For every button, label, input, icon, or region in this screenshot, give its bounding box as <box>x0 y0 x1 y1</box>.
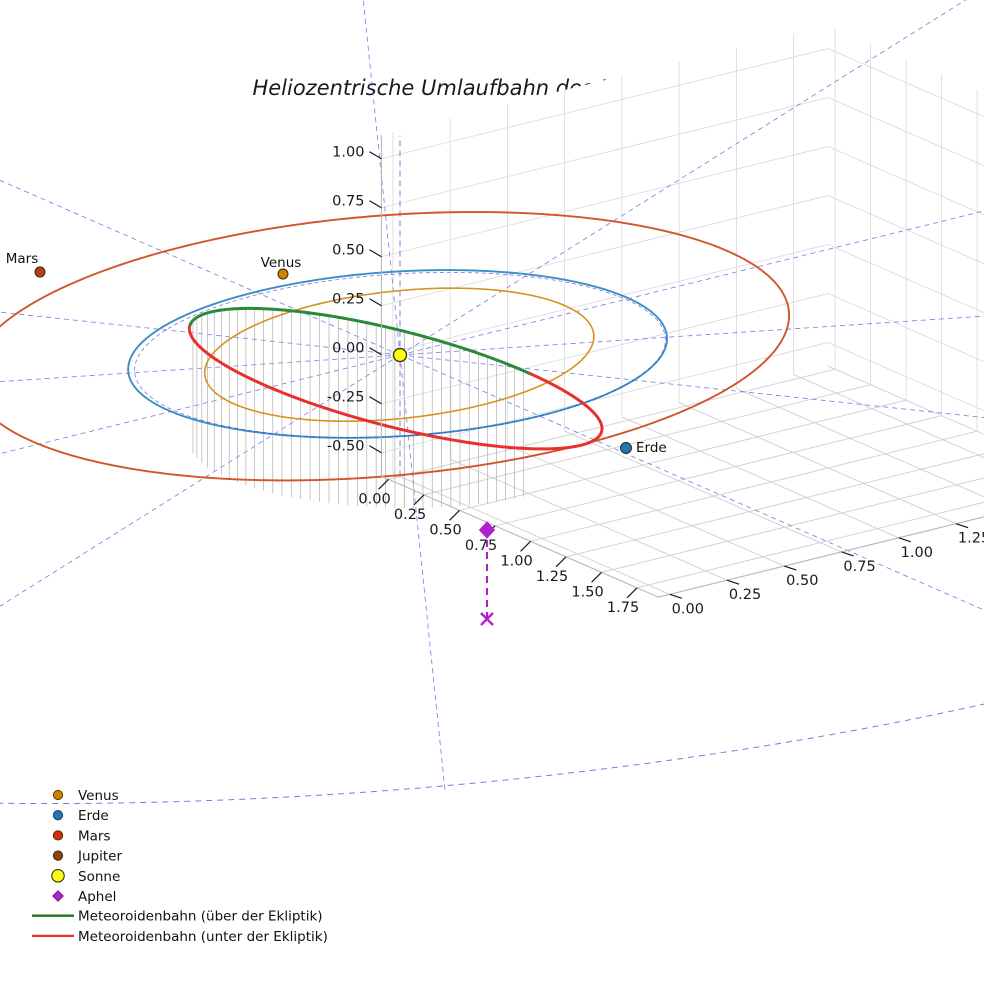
y-tick-label-5: 1.25 <box>958 531 984 547</box>
legend-marker-sonne[interactable] <box>51 869 65 883</box>
y-tick-label-1: 0.25 <box>729 587 761 603</box>
x-tick-label-3: 0.75 <box>465 538 497 554</box>
planet-marker-venus <box>277 268 289 280</box>
legend-label-erde: Erde <box>78 808 109 824</box>
axes-panes <box>381 25 984 598</box>
y-tick-label-3: 0.75 <box>843 559 875 575</box>
x-tick-label-5: 1.25 <box>536 569 568 585</box>
x-tick-label-1: 0.25 <box>394 507 426 523</box>
x-tick-label-4: 1.00 <box>500 553 532 569</box>
x-tick-label-6: 1.50 <box>571 584 603 600</box>
legend-label-jupiter: Jupiter <box>77 849 122 865</box>
planet-marker-erde <box>620 442 632 454</box>
planet-label-venus: Venus <box>261 255 302 271</box>
z-tick-label-0: 1.00 <box>332 145 364 161</box>
legend-line-label-1: Meteoroidenbahn (unter der Ekliptik) <box>78 929 328 945</box>
legend: Venus Erde Mars Jupiter Sonne Aphel Meteoroide… <box>32 788 328 945</box>
z-tick-label-2: 0.50 <box>332 243 364 259</box>
planet-label-mars: Mars <box>6 251 39 267</box>
x-tick-label-0: 0.00 <box>358 491 390 507</box>
y-tick-label-4: 1.00 <box>901 545 933 561</box>
z-tick-label-5: -0.25 <box>327 390 365 406</box>
planet-markers: Mars Venus Erde <box>6 251 667 626</box>
y-tick-label-0: 0.00 <box>672 601 704 617</box>
aphel-projection-marker <box>480 612 494 626</box>
axes-ticks: 1.000.750.500.250.00-0.25-0.500.000.250.… <box>327 145 984 618</box>
legend-marker-aphel[interactable] <box>52 890 64 902</box>
axes-gridlines <box>381 28 984 598</box>
z-tick-label-1: 0.75 <box>332 194 364 210</box>
z-tick-label-4: 0.00 <box>332 341 364 357</box>
radial-guide-lines <box>0 0 984 794</box>
z-tick-label-6: -0.50 <box>327 439 365 455</box>
legend-marker-erde[interactable] <box>52 810 64 821</box>
aphel-marker <box>478 521 496 539</box>
y-tick-label-2: 0.50 <box>786 573 818 589</box>
sun-marker <box>392 347 408 363</box>
z-tick-label-3: 0.25 <box>332 292 364 308</box>
planet-marker-mars <box>34 266 46 278</box>
legend-marker-venus[interactable] <box>52 789 64 801</box>
legend-marker-mars[interactable] <box>52 830 64 841</box>
legend-label-mars: Mars <box>78 828 111 844</box>
legend-label-aphel: Aphel <box>78 889 116 905</box>
legend-label-venus: Venus <box>78 788 119 804</box>
legend-marker-jupiter[interactable] <box>52 850 64 861</box>
legend-label-sonne: Sonne <box>78 869 120 885</box>
legend-line-label-0: Meteoroidenbahn (über der Ekliptik) <box>78 909 323 925</box>
x-tick-label-7: 1.75 <box>607 600 639 616</box>
meteoroid-orbit <box>187 306 604 451</box>
x-tick-label-2: 0.50 <box>429 522 461 538</box>
planet-label-erde: Erde <box>636 440 667 456</box>
